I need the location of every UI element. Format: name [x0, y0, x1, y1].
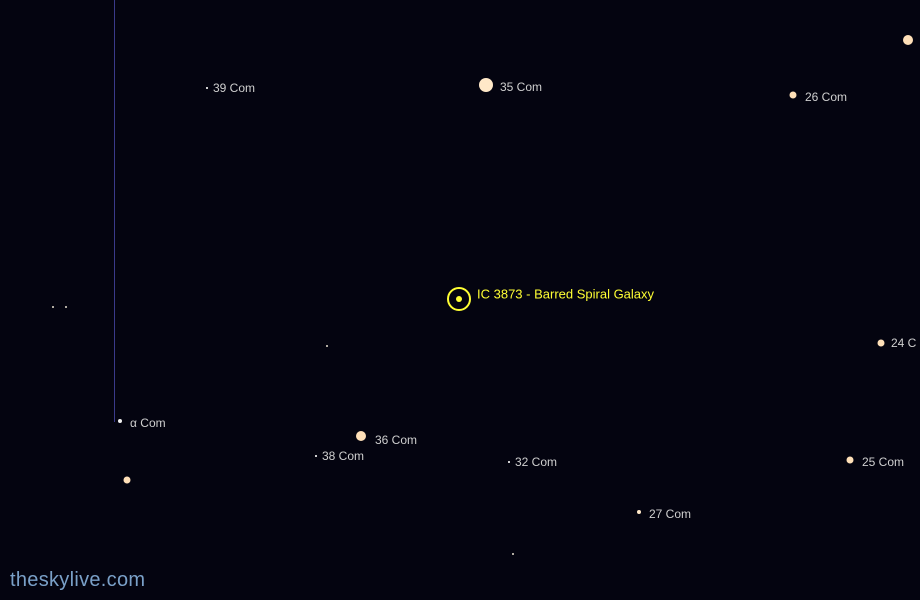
- marker-dot: [508, 461, 510, 463]
- constellation-line: [114, 0, 115, 422]
- star-label: 24 C: [891, 336, 916, 350]
- watermark: theskylive.com: [10, 569, 145, 592]
- marker-text: 38 Com: [322, 449, 364, 463]
- marker-dot: [315, 455, 317, 457]
- star: [878, 340, 885, 347]
- star: [326, 345, 328, 347]
- star: [118, 419, 122, 423]
- star: [65, 306, 67, 308]
- marker-text: 32 Com: [515, 455, 557, 469]
- star-chart: IC 3873 - Barred Spiral Galaxy theskyliv…: [0, 0, 920, 600]
- star-label: 32 Com: [508, 455, 557, 469]
- star-label: α Com: [130, 416, 166, 430]
- star: [52, 306, 54, 308]
- marker-dot: [206, 87, 208, 89]
- star-label: 27 Com: [649, 507, 691, 521]
- star-label: 35 Com: [500, 80, 542, 94]
- star-label: 25 Com: [862, 455, 904, 469]
- star-label: 36 Com: [375, 433, 417, 447]
- star: [356, 431, 366, 441]
- star-label: 26 Com: [805, 90, 847, 104]
- star-label: 38 Com: [315, 449, 364, 463]
- star: [903, 35, 913, 45]
- star: [512, 553, 514, 555]
- star: [124, 477, 131, 484]
- target-dot: [456, 296, 462, 302]
- target-label: IC 3873 - Barred Spiral Galaxy: [477, 287, 654, 302]
- star: [479, 78, 493, 92]
- star-label: 39 Com: [206, 81, 255, 95]
- star: [790, 92, 797, 99]
- marker-text: 39 Com: [213, 81, 255, 95]
- star: [637, 510, 641, 514]
- star: [847, 457, 854, 464]
